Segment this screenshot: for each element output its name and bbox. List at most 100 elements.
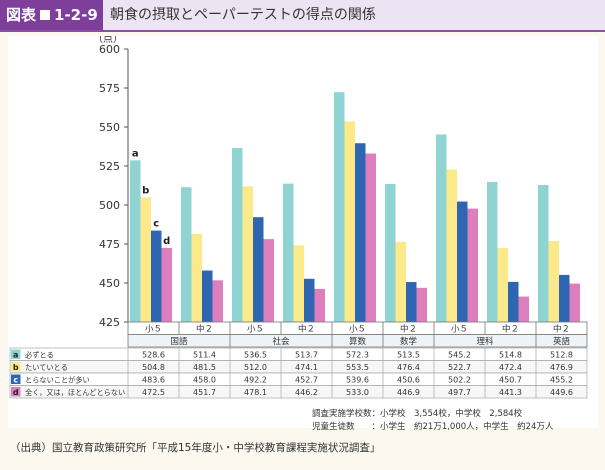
data-value-a-4: 572.3 <box>346 351 369 360</box>
bar-d-2 <box>263 239 274 322</box>
legend-key-c: c <box>13 376 18 385</box>
category-label: 小５ <box>145 324 162 335</box>
bar-a-5 <box>385 183 396 322</box>
bar-a-3 <box>283 183 294 322</box>
y-axis-unit-label: （点） <box>93 36 123 45</box>
source-citation: （出典）国立教育政策研究所「平成15年度小・中学校教育課程実施状況調査」 <box>10 442 381 454</box>
legend-label-c: とらないことが多い <box>25 376 90 385</box>
data-value-d-2: 478.1 <box>244 388 267 397</box>
bar-b-5 <box>395 241 406 322</box>
subject-row <box>127 334 588 348</box>
legend-key-a: a <box>13 351 18 360</box>
data-value-a-2: 536.5 <box>244 351 267 360</box>
data-value-c-5: 450.6 <box>397 376 420 385</box>
subject-label: 理科 <box>476 336 494 347</box>
bar-a-2 <box>232 148 243 322</box>
bar-b-8 <box>548 241 559 322</box>
category-label: 中２ <box>298 324 315 335</box>
data-value-d-8: 449.6 <box>550 388 573 397</box>
bar-b-7 <box>497 248 508 322</box>
y-tick-label: 450 <box>99 277 120 290</box>
legend-label-d: 全く，又は，ほとんどとらない <box>25 388 125 397</box>
data-value-c-3: 452.7 <box>295 376 318 385</box>
bar-a-1 <box>181 187 192 322</box>
legend-swatch-d <box>11 387 21 397</box>
data-value-c-7: 450.7 <box>499 376 522 385</box>
data-value-b-5: 476.4 <box>397 363 420 372</box>
bar-c-4 <box>355 143 366 322</box>
figure-header: 図表 1-2-9 朝食の摂取とペーパーテストの得点の関係 <box>0 0 605 32</box>
data-value-d-3: 446.2 <box>295 388 318 397</box>
bar-b-0 <box>140 197 151 322</box>
bar-d-1 <box>212 280 223 322</box>
legend-swatch-c <box>11 374 21 384</box>
data-value-d-6: 497.7 <box>448 388 471 397</box>
data-value-a-6: 545.2 <box>448 351 471 360</box>
bar-d-8 <box>569 283 580 322</box>
bar-d-6 <box>467 208 478 322</box>
data-value-a-3: 513.7 <box>295 351 318 360</box>
data-value-d-0: 472.5 <box>142 388 165 397</box>
survey-notes: 調査実施学校数：小学校 3,554校，中学校 2,584校 児童生徒数 ：小学生… <box>312 408 553 434</box>
bar-b-4 <box>344 121 355 322</box>
category-label: 中２ <box>502 324 519 335</box>
data-value-a-7: 514.8 <box>499 351 522 360</box>
data-value-c-2: 492.2 <box>244 376 267 385</box>
bar-c-2 <box>253 217 264 322</box>
category-label: 中２ <box>553 324 570 335</box>
bar-c-0 <box>151 230 162 322</box>
bar-a-4 <box>334 92 345 322</box>
series-marker-d: d <box>163 236 170 247</box>
subject-label: 算数 <box>349 336 367 347</box>
legend-label-a: 必ずとる <box>25 351 54 360</box>
bar-c-7 <box>508 281 519 322</box>
bar-a-8 <box>538 185 549 322</box>
notes-line-schools: 調査実施学校数：小学校 3,554校，中学校 2,584校 <box>312 409 523 419</box>
y-tick-label: 425 <box>99 316 120 329</box>
subject-label: 社会 <box>272 336 290 347</box>
bar-d-7 <box>518 296 529 322</box>
category-label: 小５ <box>349 324 366 335</box>
data-value-d-7: 441.3 <box>499 388 522 397</box>
bar-b-2 <box>242 186 253 322</box>
legend-swatch-b <box>11 362 21 372</box>
data-value-c-0: 483.6 <box>142 376 165 385</box>
bar-c-8 <box>559 274 570 322</box>
data-value-b-3: 474.1 <box>295 363 318 372</box>
data-value-c-1: 458.0 <box>193 376 216 385</box>
notes-line-students: 児童生徒数 ：小学生 約21万1,000人，中学生 約24万人 <box>312 422 554 432</box>
bar-a-7 <box>487 181 498 322</box>
bar-b-3 <box>293 245 304 322</box>
data-value-b-1: 481.5 <box>193 363 216 372</box>
bar-b-1 <box>191 233 202 322</box>
data-value-c-6: 502.2 <box>448 376 471 385</box>
data-value-d-4: 533.0 <box>346 388 369 397</box>
series-marker-a: a <box>132 148 139 159</box>
bar-d-0 <box>161 247 172 322</box>
bar-c-1 <box>202 270 213 322</box>
y-tick-label: 500 <box>99 199 120 212</box>
square-bullet-icon <box>40 10 51 20</box>
bar-d-3 <box>314 288 325 322</box>
bar-d-5 <box>416 287 427 322</box>
data-value-b-6: 522.7 <box>448 363 471 372</box>
category-label: 中２ <box>400 324 417 335</box>
figure-title: 朝食の摂取とペーパーテストの得点の関係 <box>110 7 376 23</box>
y-tick-label: 525 <box>99 160 120 173</box>
legend-label-b: たいていとる <box>25 363 68 372</box>
figure-number-tag: 図表 1-2-9 <box>0 0 103 30</box>
bar-a-0 <box>130 160 141 322</box>
data-value-c-4: 539.6 <box>346 376 369 385</box>
data-value-a-1: 511.4 <box>193 351 216 360</box>
subject-label: 数学 <box>400 336 418 347</box>
data-value-a-5: 513.5 <box>397 351 420 360</box>
chart-panel: （点） 425 450 475 500 525 550 575 600 a b c d 小５ 中２ 小５ 中２ 小… <box>8 33 598 428</box>
subject-label: 国語 <box>170 336 188 347</box>
data-value-b-4: 553.5 <box>346 363 369 372</box>
bar-d-4 <box>365 153 376 322</box>
y-tick-label: 600 <box>99 43 120 56</box>
data-value-a-0: 528.6 <box>142 351 165 360</box>
category-label: 小５ <box>451 324 468 335</box>
data-value-d-5: 446.9 <box>397 388 420 397</box>
